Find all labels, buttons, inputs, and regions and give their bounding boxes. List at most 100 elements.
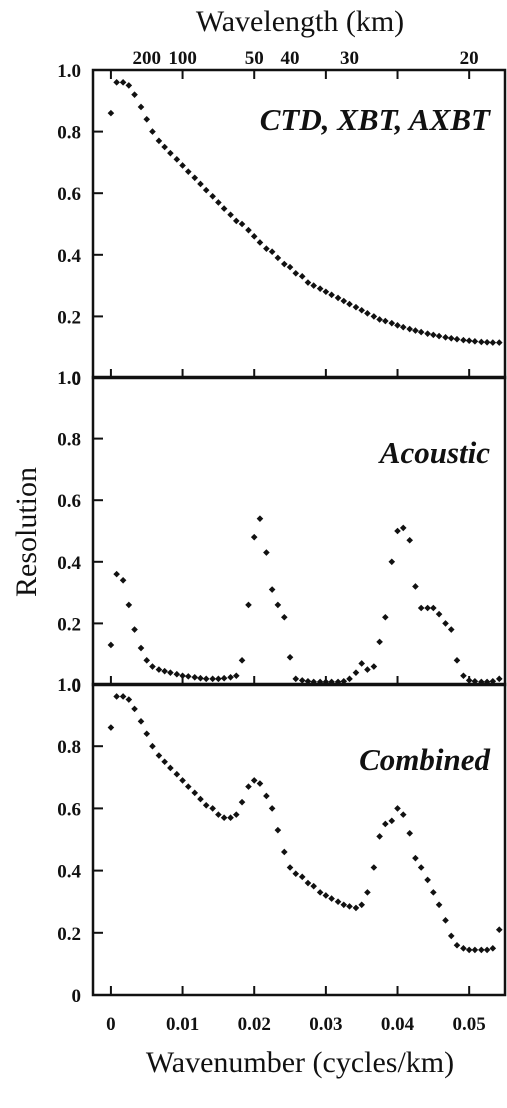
data-point — [107, 641, 115, 649]
data-point — [161, 758, 168, 766]
data-point — [388, 817, 396, 825]
bottom-tick-label: 0.04 — [381, 1014, 415, 1035]
data-point — [370, 663, 378, 670]
data-point — [412, 854, 419, 862]
data-point — [202, 801, 210, 809]
data-point — [197, 795, 204, 803]
data-point — [483, 946, 491, 954]
data-point — [495, 675, 503, 683]
data-point — [245, 601, 252, 609]
data-point — [184, 168, 192, 175]
y-tick-label: 0.2 — [57, 614, 81, 635]
data-point — [268, 805, 276, 812]
data-point — [155, 752, 163, 759]
data-point — [495, 926, 503, 933]
data-point — [173, 670, 181, 678]
data-point — [322, 892, 330, 899]
data-point — [298, 273, 306, 280]
data-point — [447, 626, 455, 633]
bottom-tick-label: 0.02 — [238, 1014, 271, 1035]
bottom-tick-label: 0.03 — [309, 1014, 342, 1035]
data-point — [263, 245, 270, 252]
data-point — [412, 583, 419, 590]
data-point — [250, 233, 258, 240]
data-point — [358, 306, 365, 314]
data-point — [119, 79, 127, 86]
panel-label-1: CTD, XBT, AXBT — [260, 102, 491, 137]
data-point — [233, 672, 240, 680]
data-point — [286, 263, 294, 271]
data-point — [430, 331, 437, 339]
data-point — [382, 613, 389, 621]
data-point — [382, 317, 389, 325]
bottom-tick-label: 0.01 — [166, 1014, 199, 1035]
data-point — [238, 220, 246, 228]
data-point — [453, 335, 461, 343]
data-point — [376, 638, 383, 646]
data-point — [310, 678, 317, 686]
data-point — [304, 879, 312, 887]
data-point — [125, 696, 133, 703]
data-point — [107, 724, 115, 731]
data-point — [435, 901, 443, 909]
data-point — [322, 678, 330, 686]
data-point — [424, 330, 431, 337]
data-point — [328, 895, 335, 902]
data-point — [137, 644, 145, 652]
data-point — [197, 674, 204, 682]
data-point — [478, 338, 485, 346]
data-point — [220, 674, 228, 682]
data-point — [202, 186, 210, 194]
data-point — [447, 932, 455, 940]
data-point — [209, 192, 216, 200]
data-point — [489, 339, 497, 346]
data-point — [149, 128, 156, 135]
data-point — [167, 669, 174, 676]
data-point — [227, 211, 234, 219]
data-point — [310, 282, 317, 289]
data-point — [298, 677, 306, 684]
data-point — [460, 945, 467, 952]
data-point — [107, 109, 115, 117]
data-point — [334, 898, 342, 905]
data-point — [274, 254, 282, 262]
data-point — [113, 693, 120, 700]
data-point — [263, 792, 270, 800]
panel-label-3: Combined — [359, 742, 490, 777]
data-point — [161, 143, 168, 151]
top-tick-label: 100 — [168, 48, 197, 69]
data-point — [424, 604, 431, 612]
data-point — [256, 239, 264, 246]
data-point — [364, 666, 371, 673]
data-point — [453, 941, 461, 949]
data-point — [358, 901, 365, 909]
data-point — [412, 327, 419, 334]
data-point — [119, 693, 127, 700]
data-point — [442, 334, 449, 341]
data-point — [328, 291, 335, 299]
y-tick-label: 0 — [72, 676, 82, 697]
data-point — [113, 79, 120, 86]
data-point — [191, 174, 199, 182]
data-point — [245, 226, 252, 234]
data-point — [465, 337, 473, 345]
data-point — [424, 876, 431, 884]
data-point — [281, 848, 288, 856]
top-tick-label: 30 — [340, 48, 359, 69]
data-point — [286, 653, 294, 661]
y-tick-label: 0 — [72, 986, 82, 1007]
data-point — [388, 558, 396, 566]
data-point — [281, 613, 288, 621]
data-point — [399, 811, 407, 818]
data-point — [268, 586, 276, 593]
data-point — [310, 882, 317, 890]
data-point — [227, 674, 234, 681]
data-point — [292, 269, 300, 277]
data-point — [167, 764, 174, 772]
data-point — [489, 678, 497, 685]
data-point — [184, 783, 192, 790]
data-point — [352, 303, 360, 311]
data-point — [340, 901, 348, 909]
data-point — [292, 870, 300, 878]
y-tick-label: 0.8 — [57, 430, 81, 451]
